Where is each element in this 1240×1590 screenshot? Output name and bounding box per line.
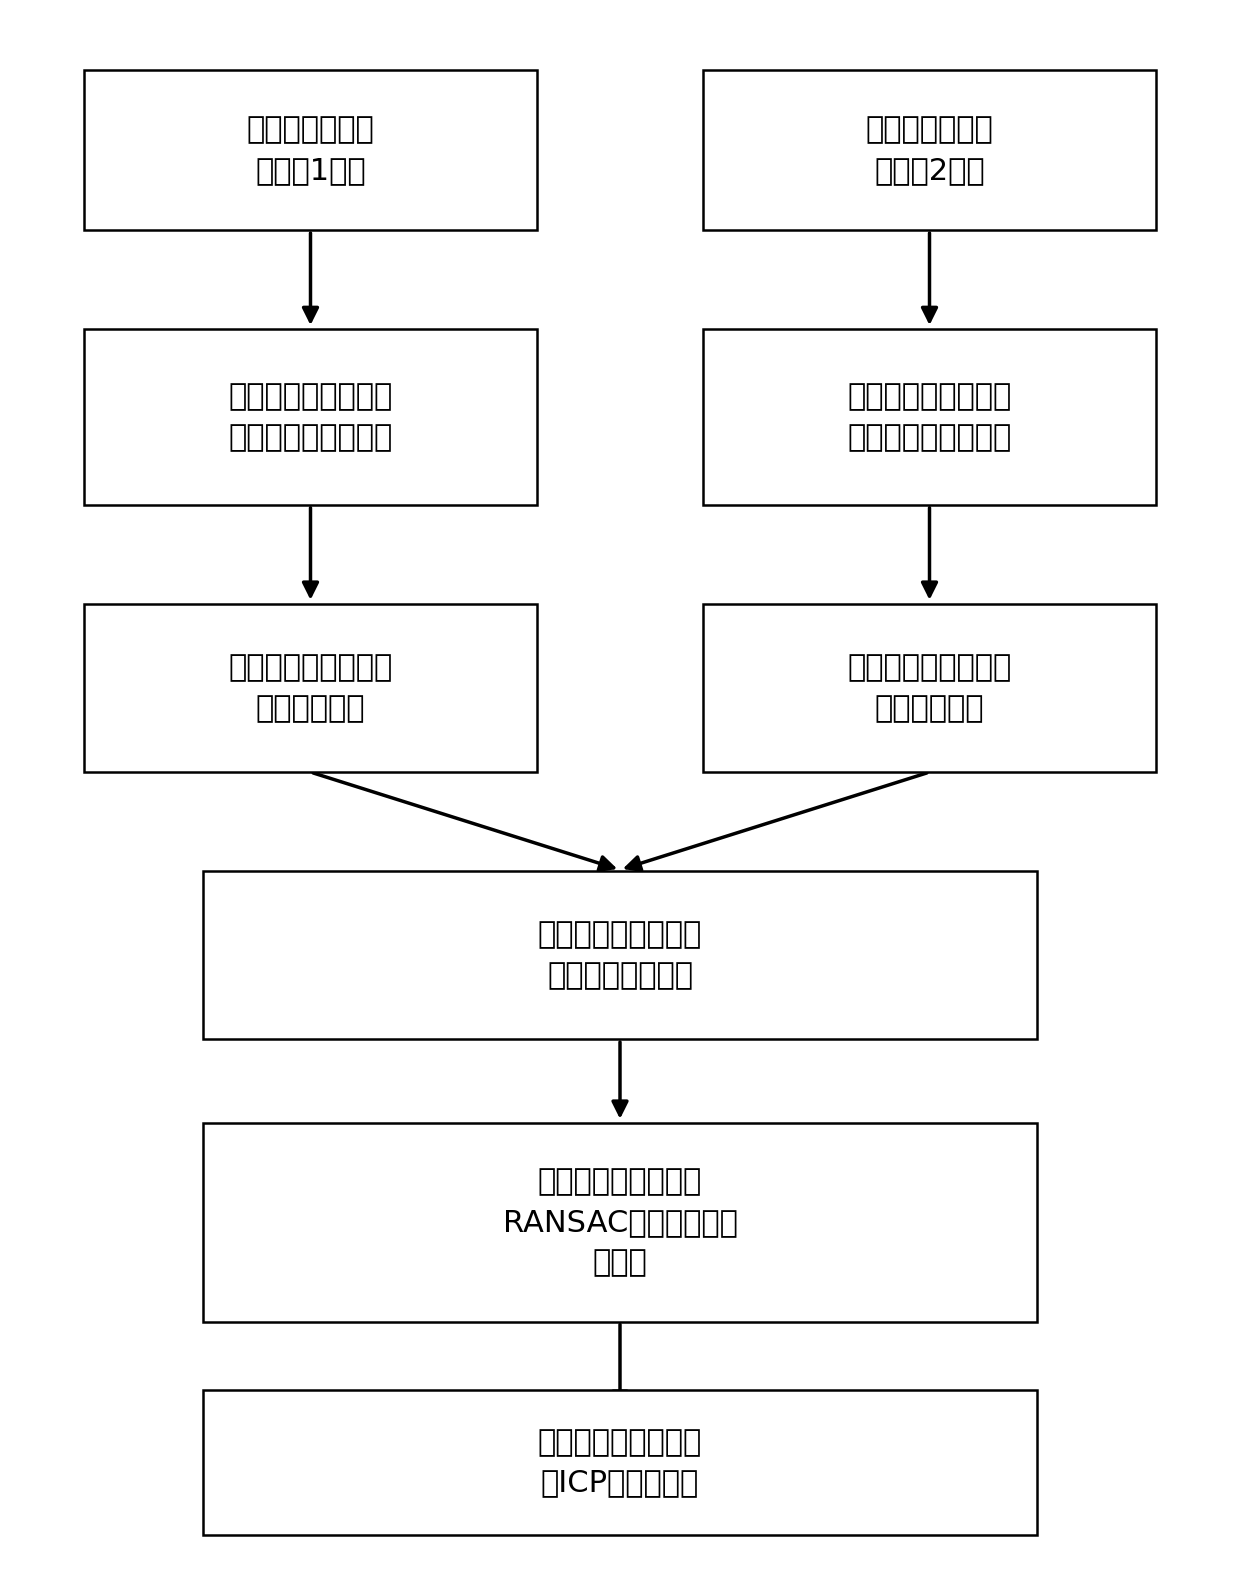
FancyBboxPatch shape [203,1390,1037,1536]
FancyBboxPatch shape [203,871,1037,1040]
Text: 比较直方图特征向量
得到初始匹配点对: 比较直方图特征向量 得到初始匹配点对 [538,921,702,991]
FancyBboxPatch shape [703,329,1156,506]
FancyBboxPatch shape [203,1123,1037,1321]
Text: 根据每个点局部法向
量的变化选取特征点: 根据每个点局部法向 量的变化选取特征点 [228,383,393,452]
Text: 带有法向量信息
的视角2点云: 带有法向量信息 的视角2点云 [866,116,993,184]
Text: 初始配准，并采用改
进ICP法精确配准: 初始配准，并采用改 进ICP法精确配准 [538,1428,702,1498]
FancyBboxPatch shape [84,604,537,773]
Text: 运用刚性距离约束与
RANSAC法获得精确匹
配点对: 运用刚性距离约束与 RANSAC法获得精确匹 配点对 [502,1167,738,1277]
FancyBboxPatch shape [84,329,537,506]
Text: 为每个特征点建立直
方图特征描述: 为每个特征点建立直 方图特征描述 [228,653,393,723]
Text: 根据每个点局部法向
量的变化选取特征点: 根据每个点局部法向 量的变化选取特征点 [847,383,1012,452]
FancyBboxPatch shape [84,70,537,231]
FancyBboxPatch shape [703,70,1156,231]
Text: 带有法向量信息
的视角1点云: 带有法向量信息 的视角1点云 [247,116,374,184]
FancyBboxPatch shape [703,604,1156,773]
Text: 为每个特征点建立直
方图特征描述: 为每个特征点建立直 方图特征描述 [847,653,1012,723]
